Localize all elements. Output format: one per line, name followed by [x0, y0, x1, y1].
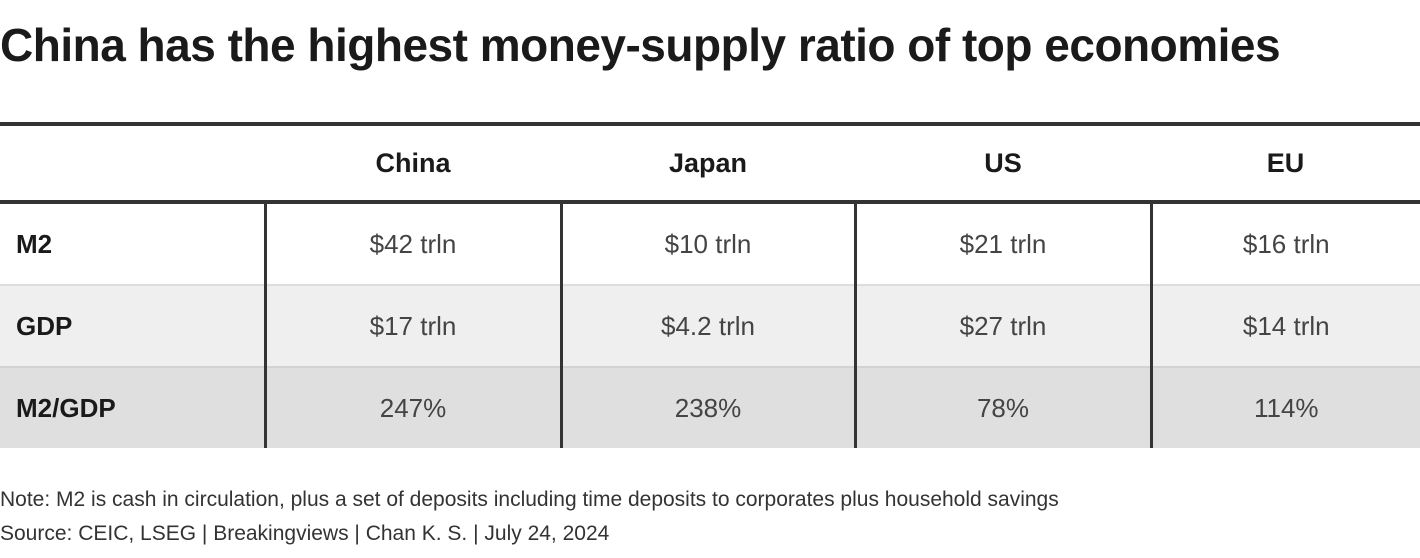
column-header-china: China — [265, 126, 561, 204]
chart-title: China has the highest money-supply ratio… — [0, 19, 1281, 71]
table-cell: 238% — [559, 367, 855, 448]
table-cell: $4.2 trln — [559, 285, 855, 368]
table-cell: 247% — [263, 367, 561, 448]
source-line: Source: CEIC, LSEG | Breakingviews | Cha… — [0, 522, 610, 545]
row-label: M2/GDP — [0, 367, 265, 448]
table-cell: $17 trln — [263, 285, 561, 368]
table-cell: $21 trln — [853, 202, 1151, 286]
table-row-m2: M2 $42 trln $10 trln $21 trln $16 trln — [0, 202, 1420, 286]
row-label: GDP — [0, 285, 265, 368]
data-table-container: China Japan US EU M2 $42 trln $10 trln $… — [0, 122, 1420, 448]
table-cell: $42 trln — [263, 202, 561, 286]
table-cell: $27 trln — [853, 285, 1151, 368]
column-header-japan: Japan — [561, 126, 855, 204]
table-header-row: China Japan US EU — [0, 126, 1420, 204]
column-header-us: US — [855, 126, 1151, 204]
row-label: M2 — [0, 202, 265, 286]
table-cell: 78% — [853, 367, 1151, 448]
column-header-empty — [0, 126, 265, 204]
column-header-eu: EU — [1151, 126, 1420, 204]
table-cell: $10 trln — [559, 202, 855, 286]
table-row-gdp: GDP $17 trln $4.2 trln $27 trln $14 trln — [0, 285, 1420, 368]
table-cell: 114% — [1149, 367, 1420, 448]
table-cell: $16 trln — [1149, 202, 1420, 286]
footnote: Note: M2 is cash in circulation, plus a … — [0, 488, 1059, 511]
data-table: China Japan US EU M2 $42 trln $10 trln $… — [0, 126, 1420, 448]
table-row-m2-gdp: M2/GDP 247% 238% 78% 114% — [0, 367, 1420, 448]
table-cell: $14 trln — [1149, 285, 1420, 368]
